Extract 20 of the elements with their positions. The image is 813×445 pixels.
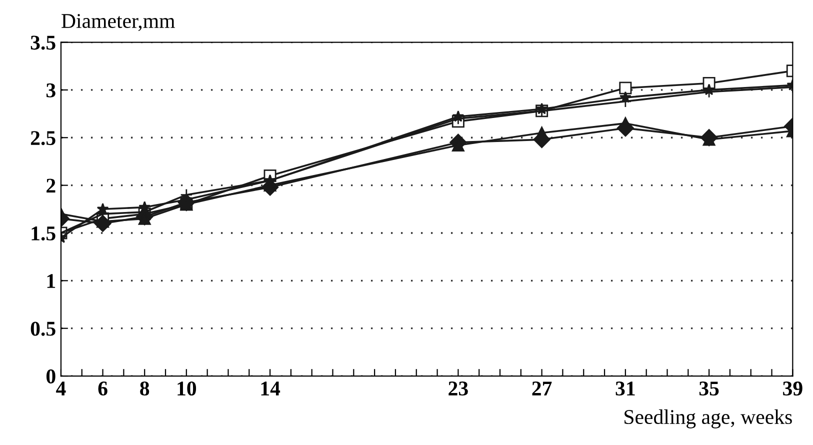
- y-tick-label: 0.5: [30, 322, 56, 336]
- y-tick-label: 3.5: [30, 36, 56, 50]
- x-tick-label: 8: [140, 381, 150, 396]
- x-tick-label: 14: [261, 382, 280, 396]
- x-tick-label: 27: [532, 382, 552, 396]
- y-tick-label: 2: [46, 178, 56, 193]
- x-tick-label: 10: [178, 381, 196, 396]
- x-tick-label: 35: [699, 382, 719, 396]
- y-tick-label: 1: [47, 274, 56, 288]
- x-tick-label: 31: [616, 382, 635, 396]
- x-axis-title: Seedling age, weeks: [624, 409, 792, 428]
- x-tick-label: 4: [56, 382, 66, 396]
- y-tick-label: 2.5: [30, 131, 56, 146]
- x-tick-label: 23: [448, 382, 468, 396]
- x-tick-label: 39: [783, 382, 802, 396]
- y-tick-label: 0: [46, 369, 56, 384]
- y-tick-label: 1.5: [32, 226, 56, 241]
- y-tick-label: 3: [46, 83, 56, 98]
- x-tick-label: 6: [98, 382, 108, 396]
- y-axis-title: Diameter,mm: [62, 14, 175, 32]
